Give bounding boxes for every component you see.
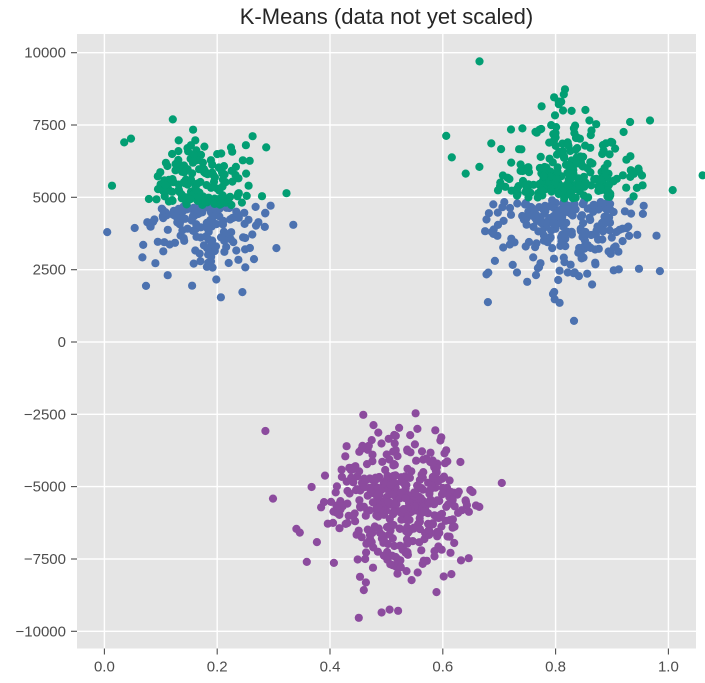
svg-text:2500: 2500 (33, 262, 66, 279)
svg-text:K-Means (data not yet scaled): K-Means (data not yet scaled) (240, 4, 533, 29)
svg-text:0.2: 0.2 (207, 659, 228, 676)
svg-text:5000: 5000 (33, 189, 66, 206)
svg-text:10000: 10000 (24, 45, 66, 62)
svg-text:0.6: 0.6 (432, 659, 453, 676)
svg-text:0.0: 0.0 (94, 659, 115, 676)
svg-text:−5000: −5000 (24, 479, 66, 496)
svg-text:7500: 7500 (33, 117, 66, 134)
svg-text:−10000: −10000 (16, 623, 66, 640)
svg-text:0.8: 0.8 (545, 659, 566, 676)
svg-text:0.4: 0.4 (320, 659, 341, 676)
svg-text:−7500: −7500 (24, 551, 66, 568)
svg-text:−2500: −2500 (24, 406, 66, 423)
svg-text:0: 0 (58, 334, 66, 351)
svg-text:1.0: 1.0 (658, 659, 679, 676)
